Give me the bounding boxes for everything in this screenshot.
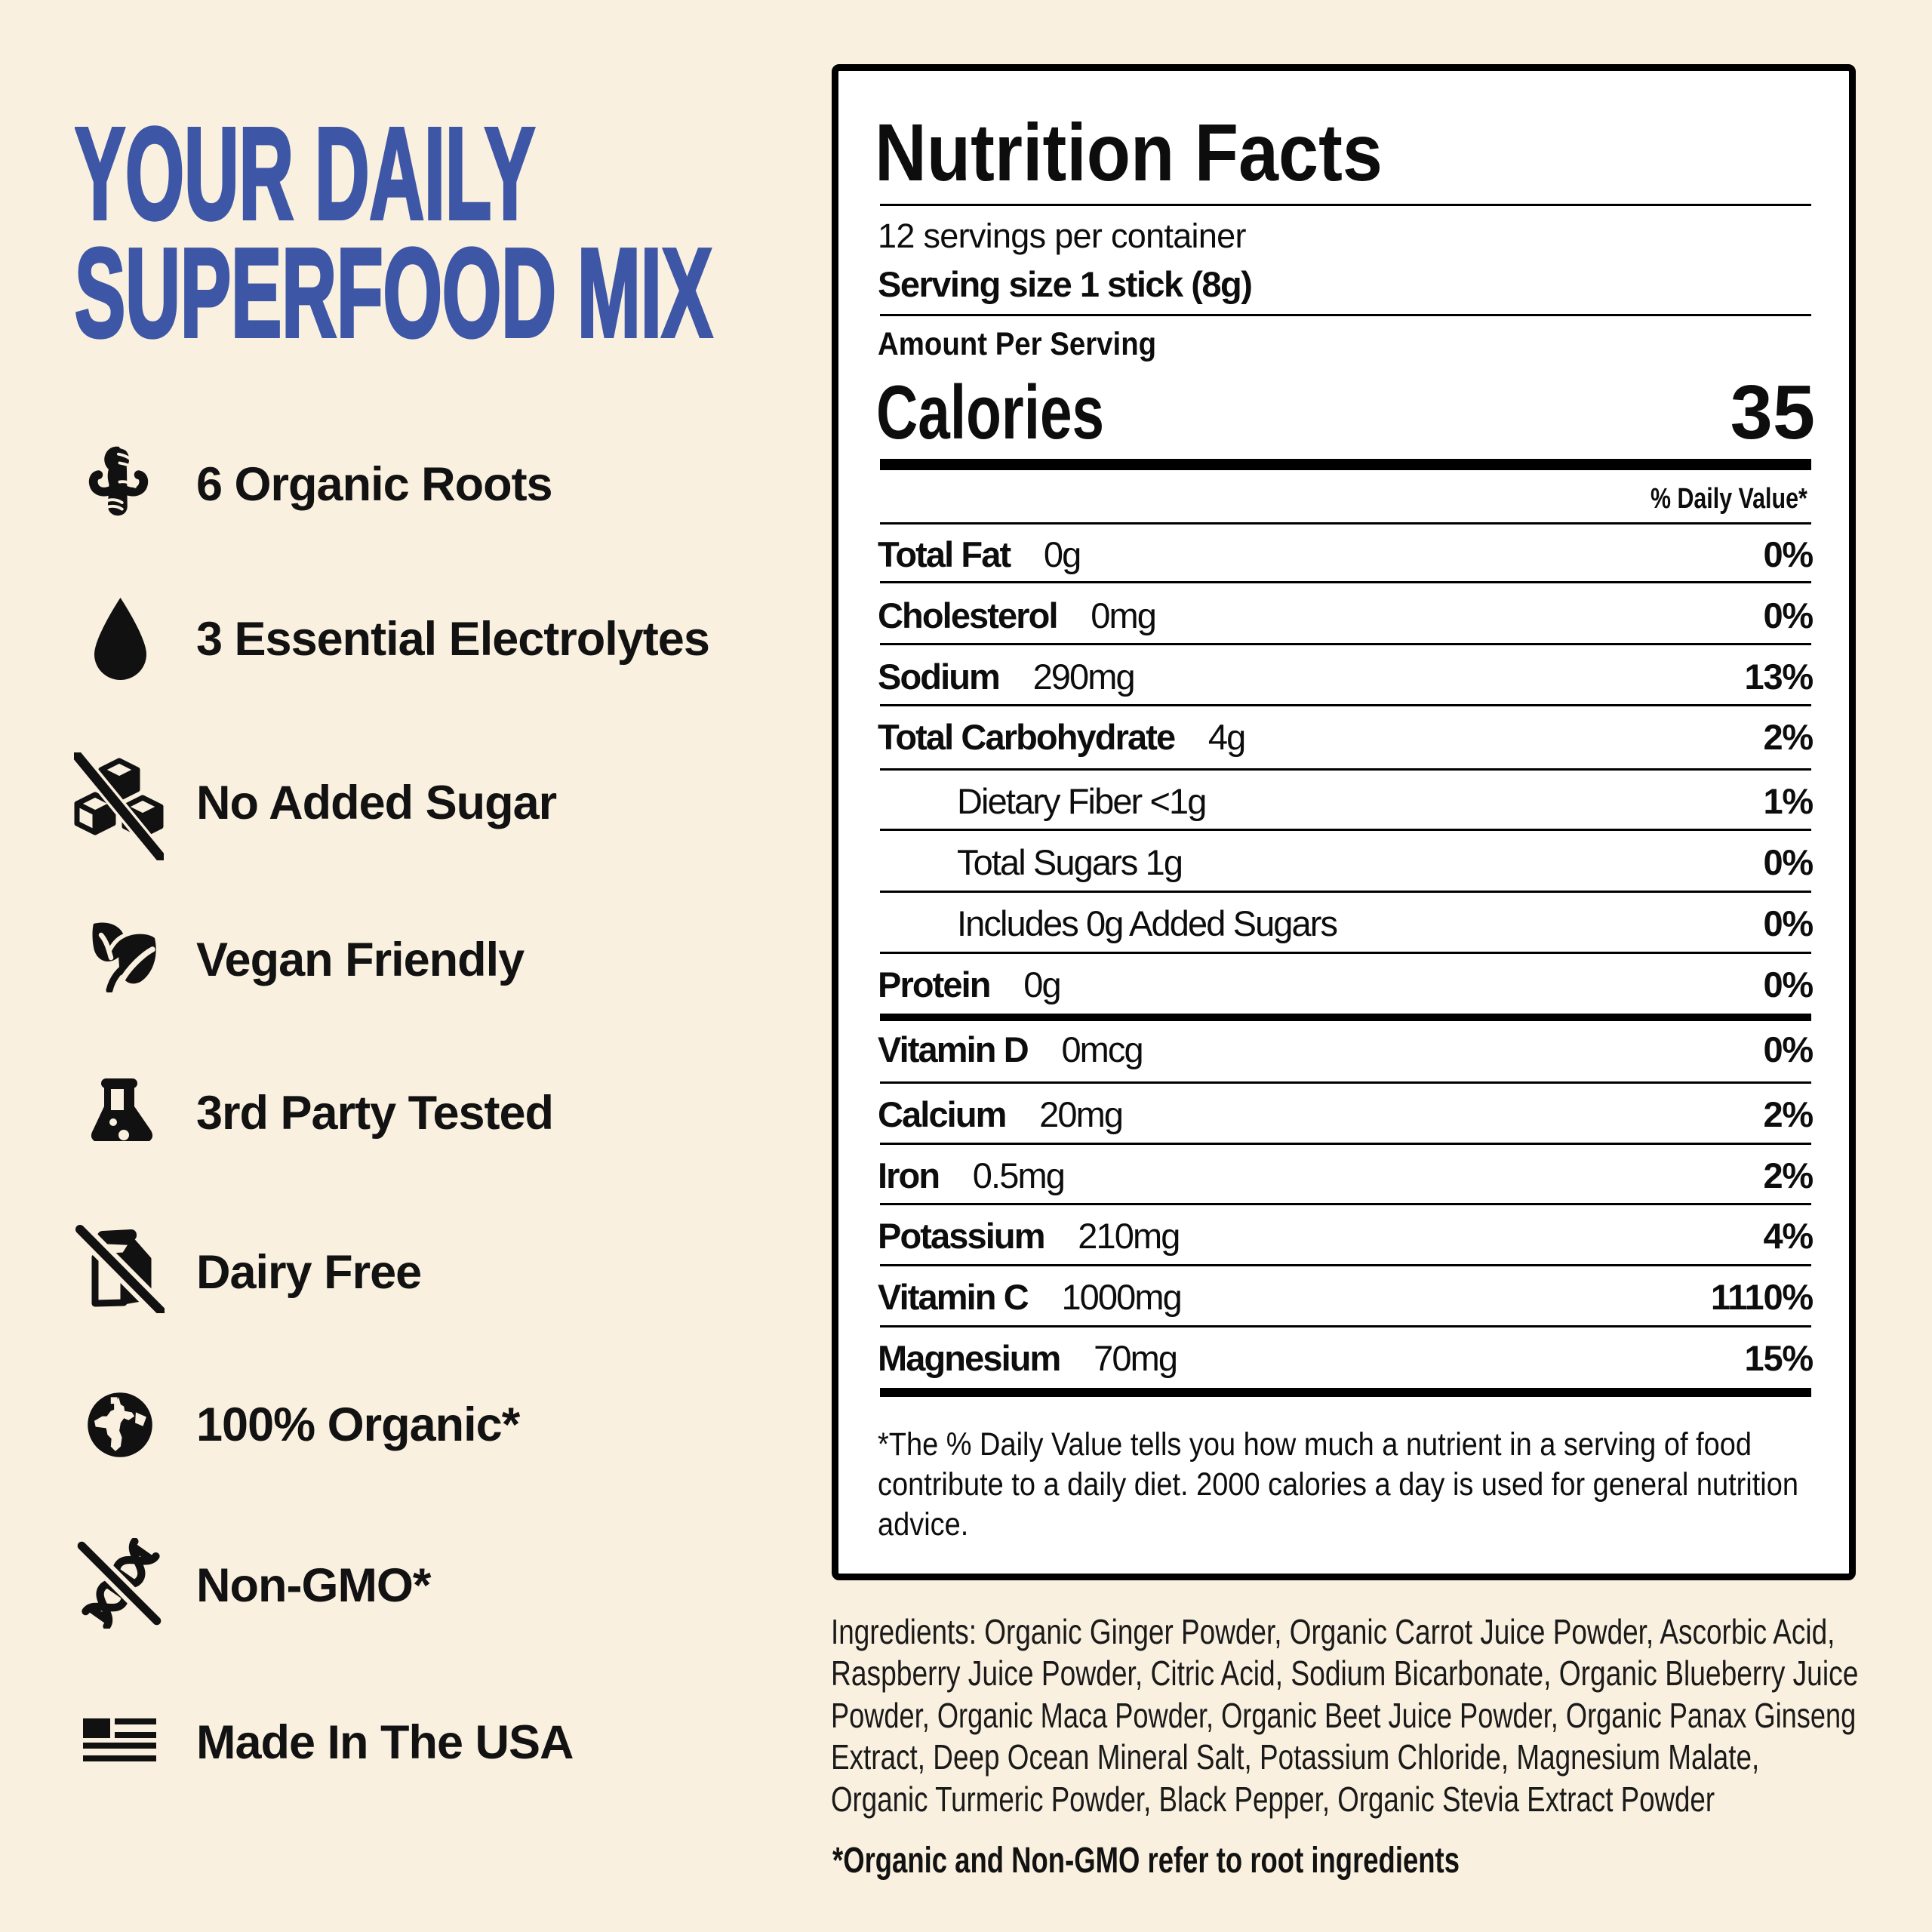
svg-text:YOUR DAILY: YOUR DAILY [75,107,535,247]
svg-text:SUPERFOOD MIX: SUPERFOOD MIX [75,223,712,357]
